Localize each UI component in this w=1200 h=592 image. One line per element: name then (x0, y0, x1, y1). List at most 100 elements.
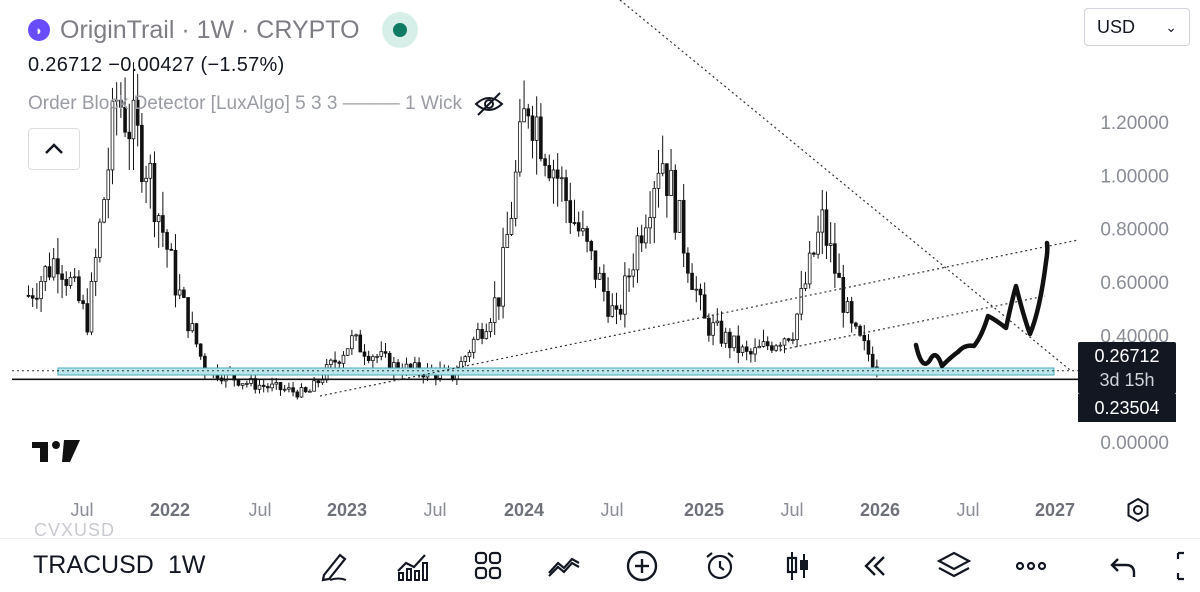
price-change-line: 0.26712 −0.00427 (−1.57%) (28, 54, 285, 76)
candle-body (375, 355, 379, 358)
bottom-toolbar: TRACUSD 1W (0, 538, 1200, 592)
candle-body (98, 221, 102, 258)
candle-body (30, 295, 35, 299)
candle-body (236, 379, 241, 386)
candle-body (833, 243, 837, 274)
x-tick-label: Jul (600, 500, 623, 520)
layout-grid-icon[interactable] (470, 549, 506, 583)
candle-body (270, 383, 274, 389)
indicators-icon[interactable] (394, 549, 430, 583)
candle-body (702, 294, 707, 319)
hidden-symbol-label: CVXUSD (34, 520, 116, 540)
candle-body (820, 209, 825, 233)
collapse-legend-button[interactable] (28, 128, 80, 170)
layers-icon[interactable] (936, 549, 972, 583)
candle-body (660, 163, 665, 174)
chart-settings-icon[interactable] (1124, 496, 1152, 524)
candle-body (841, 277, 846, 313)
candle-body (190, 323, 195, 332)
candle-body (513, 171, 518, 219)
symbol-title[interactable]: OriginTrail · 1W · CRYPTO (60, 15, 360, 44)
candle-body (408, 363, 413, 369)
candle-body (303, 387, 308, 393)
candle-body (354, 334, 358, 337)
candle-body (358, 334, 363, 353)
candle-body (795, 313, 799, 341)
candle-body (123, 106, 127, 133)
candle-body (505, 234, 510, 248)
candle-body (253, 378, 258, 390)
candle-body (547, 165, 552, 179)
candle-body (774, 345, 778, 351)
draw-pen-icon[interactable] (316, 549, 352, 583)
candles-style-icon[interactable] (780, 549, 816, 583)
add-icon[interactable] (624, 549, 660, 583)
candle-body (509, 217, 514, 235)
compare-icon[interactable] (546, 549, 582, 583)
candle-body (732, 335, 736, 349)
market-status-icon (381, 12, 418, 48)
candle-body (770, 345, 774, 351)
candle-body (736, 335, 741, 354)
candle-body (715, 320, 720, 324)
candle-body (119, 99, 123, 108)
candle-body (576, 222, 581, 232)
candle-body (26, 294, 31, 297)
symbol-button[interactable]: TRACUSD (33, 551, 154, 579)
more-icon[interactable] (1013, 549, 1049, 583)
x-tick-label: 2024 (504, 500, 544, 520)
candles-group (26, 62, 879, 400)
candle-body (131, 99, 136, 140)
eye-off-icon[interactable] (474, 91, 504, 117)
current-price-tag: 0.26712 3d 15h (1078, 342, 1176, 394)
candle-body (371, 356, 375, 361)
currency-select[interactable]: USD ⌄ (1084, 8, 1190, 46)
alarm-clock-icon[interactable] (702, 549, 738, 583)
candle-body (287, 387, 291, 390)
time-axis: Jul 2022 Jul 2023 Jul 2024 Jul 2025 Jul 2026 Jul 20… (70, 500, 1075, 520)
candle-body (35, 297, 39, 300)
candle-body (501, 247, 505, 307)
candle-body (93, 257, 98, 282)
chevron-down-icon: ⌄ (1165, 18, 1177, 35)
candle-body (337, 361, 342, 364)
candle-body (589, 241, 594, 252)
candle-body (77, 276, 81, 302)
candle-body (186, 297, 190, 332)
candle-body (597, 272, 602, 280)
indicator-label[interactable]: Order Block Detector [LuxAlgo] 5 3 3 ———… (28, 93, 462, 114)
candle-body (480, 329, 484, 339)
candle-body (64, 279, 69, 286)
undo-icon[interactable] (1104, 549, 1140, 583)
candle-body (623, 275, 627, 315)
candle-body (198, 343, 203, 357)
x-tick-label: Jul (780, 500, 803, 520)
indicator-legend[interactable]: Order Block Detector [LuxAlgo] 5 3 3 ———… (28, 91, 504, 117)
candle-body (156, 215, 161, 223)
candle-body (593, 250, 598, 280)
candle-body (749, 351, 753, 355)
candle-body (665, 163, 669, 196)
chart-overlays (12, 0, 1079, 462)
candle-body (379, 351, 384, 357)
y-tick-label: 0.00000 (1100, 433, 1169, 454)
candle-body (690, 272, 694, 290)
candle-body (194, 323, 199, 345)
fullscreen-icon[interactable] (1174, 549, 1200, 583)
candle-body (555, 169, 560, 179)
replay-icon[interactable] (858, 549, 894, 583)
candle-body (316, 380, 321, 384)
timeframe-button[interactable]: 1W (168, 551, 206, 579)
chart-header[interactable]: ◗ OriginTrail · 1W · CRYPTO (28, 12, 418, 48)
candle-body (698, 288, 703, 296)
candle-body (295, 391, 300, 398)
candle-body (140, 124, 144, 183)
candle-body (345, 348, 350, 356)
y-tick-label: 0.60000 (1100, 273, 1169, 294)
candle-body (144, 177, 148, 183)
candle-body (476, 329, 480, 340)
candle-body (320, 379, 325, 384)
candle-body (484, 331, 489, 339)
y-tick-label: 0.80000 (1100, 220, 1169, 241)
